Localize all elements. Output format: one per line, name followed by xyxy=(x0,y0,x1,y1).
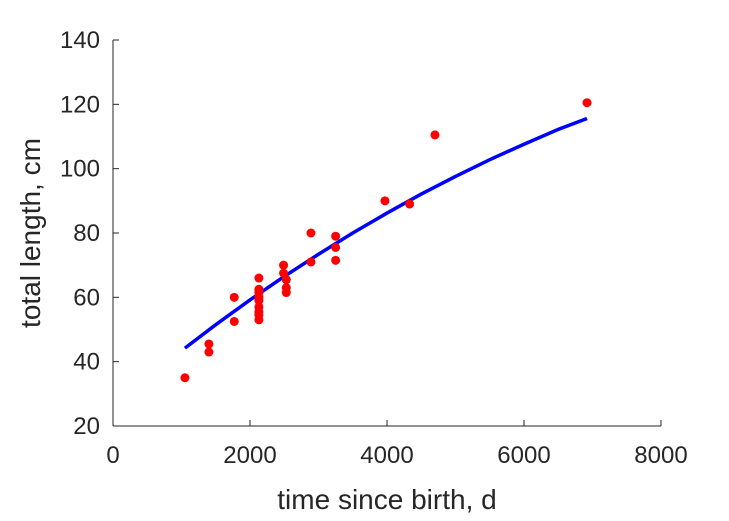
y-tick-label: 140 xyxy=(60,27,100,54)
y-tick-label: 120 xyxy=(60,91,100,118)
data-point xyxy=(306,257,316,267)
data-point xyxy=(331,231,341,241)
data-point xyxy=(254,296,264,306)
x-tick-label: 0 xyxy=(106,442,119,469)
data-point xyxy=(331,255,341,265)
data-point xyxy=(204,347,214,357)
data-point xyxy=(405,199,415,209)
y-axis-ticks: 20 40 60 80 100 120 140 xyxy=(60,27,119,440)
x-tick-label: 6000 xyxy=(497,442,550,469)
x-axis-ticks: 0 2000 4000 6000 8000 xyxy=(106,420,688,469)
data-point xyxy=(281,288,291,298)
y-tick-label: 80 xyxy=(73,220,100,247)
data-point xyxy=(582,98,592,108)
x-tick-label: 2000 xyxy=(223,442,276,469)
y-tick-label: 100 xyxy=(60,156,100,183)
data-point xyxy=(180,373,190,383)
y-tick-label: 20 xyxy=(73,413,100,440)
data-points xyxy=(180,98,592,383)
data-point xyxy=(254,273,264,283)
data-point xyxy=(279,260,289,270)
data-point xyxy=(380,196,390,206)
data-point xyxy=(430,130,440,140)
y-axis-title: total length, cm xyxy=(15,138,46,328)
x-tick-label: 8000 xyxy=(634,442,687,469)
x-axis-title: time since birth, d xyxy=(277,484,496,515)
x-tick-label: 4000 xyxy=(360,442,413,469)
data-point xyxy=(281,275,291,285)
data-point xyxy=(229,292,239,302)
data-point xyxy=(229,316,239,326)
fit-curve xyxy=(183,116,588,350)
data-point xyxy=(306,228,316,238)
data-point xyxy=(254,315,264,325)
data-point xyxy=(204,339,214,349)
y-tick-label: 40 xyxy=(73,349,100,376)
data-point xyxy=(331,242,341,252)
y-tick-label: 60 xyxy=(73,284,100,311)
